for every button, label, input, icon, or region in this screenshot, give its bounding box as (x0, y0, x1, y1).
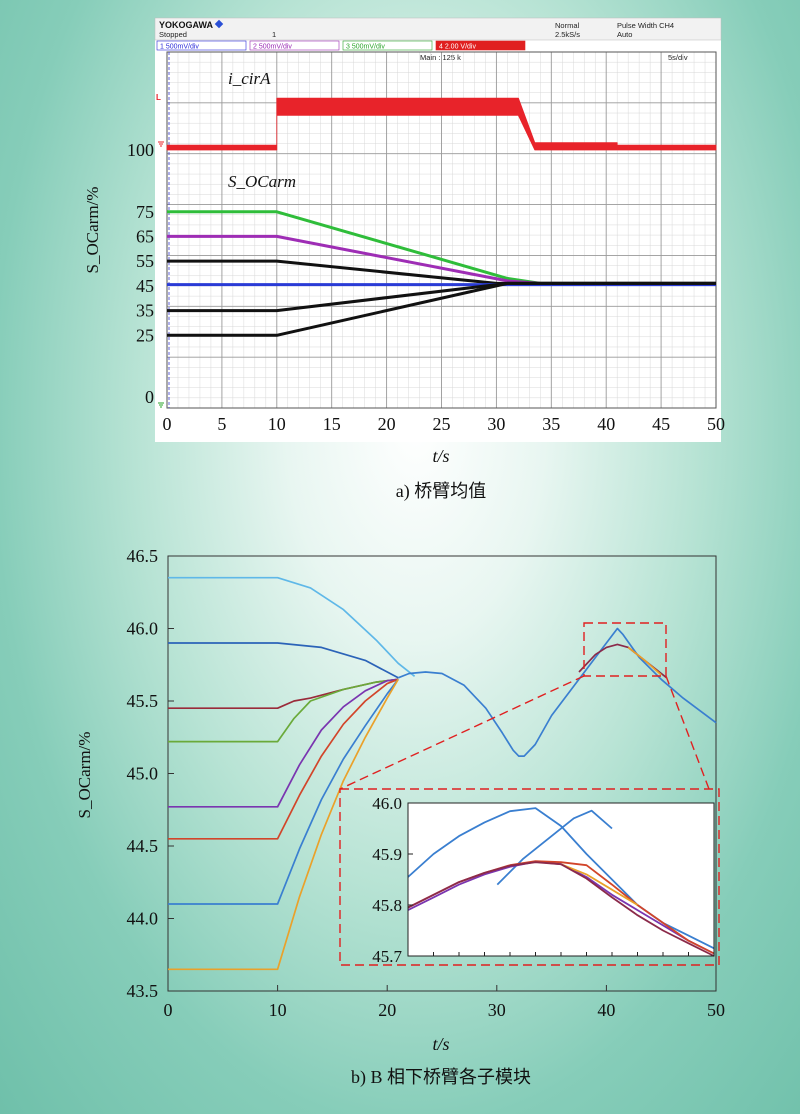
inset-series (407, 807, 715, 957)
panel-a: YOKOGAWA Stopped 1 Normal 2.5kS/s Pulse … (83, 17, 726, 502)
plot-b-series-line-4 (168, 678, 399, 808)
plot-a-xtick-35: 35 (542, 414, 560, 434)
plot-b-series (168, 576, 717, 971)
inset-ytick-1: 45.8 (372, 896, 402, 915)
plot-b-xtick-30: 30 (488, 1000, 506, 1020)
plot-b-ytick-4: 45.5 (127, 691, 159, 711)
plot-b-ytick-3: 45.0 (127, 764, 159, 784)
plot-b-ylabel: S_OCarm/% (75, 732, 94, 819)
plot-a-border (166, 51, 717, 409)
scope-rate: 2.5kS/s (555, 30, 580, 39)
scope-trigger: Pulse Width CH4 (617, 21, 674, 30)
plot-a-ytick-45: 45 (136, 276, 154, 296)
zoom-connector-right (665, 675, 710, 790)
scope-header-bar (154, 17, 722, 41)
caption-a: a) 桥臂均值 (396, 481, 486, 502)
plot-a-x-ticks: 0 5 10 15 20 25 30 35 40 45 50 (163, 414, 726, 434)
plot-b-ytick-6: 46.5 (127, 546, 159, 566)
plot-a-ytick-55: 55 (136, 251, 154, 271)
plot-a-xtick-0: 0 (163, 414, 172, 434)
plot-b-y-ticks: 43.5 44.0 44.5 45.0 45.5 46.0 46.5 (127, 546, 174, 1001)
scope-channel-row: 1 500mV/div 2 500mV/div 3 500mV/div 4 2.00 … (156, 40, 526, 51)
annotation-icira: i_cirA (228, 69, 271, 88)
inset-series-line-5 (407, 861, 715, 957)
scope-mode: Normal (555, 21, 580, 30)
plot-a-xtick-20: 20 (378, 414, 396, 434)
scope-main-info: Main : 125 k (420, 53, 461, 62)
scope-ground-marker-icon (158, 141, 164, 147)
scope-time-div: 5s/div (668, 53, 688, 62)
plot-a-ytick-25: 25 (136, 325, 154, 345)
plot-a-xtick-50: 50 (707, 414, 725, 434)
zoom-connectors (339, 675, 710, 790)
scope-channel-box-2 (249, 40, 340, 51)
plot-a-xlabel: t/s (432, 446, 449, 466)
plot-b-xlabel: t/s (432, 1034, 449, 1054)
plot-a-xtick-25: 25 (433, 414, 451, 434)
plot-a-ytick-0: 0 (145, 387, 154, 407)
plot-b-xtick-20: 20 (378, 1000, 396, 1020)
scope-channel-box-3 (342, 40, 433, 51)
inset-ticks: 45.7 45.8 45.9 46.0 (372, 794, 715, 966)
plot-b-series-line-7 (168, 678, 399, 971)
inset-ytick-0: 45.7 (372, 947, 402, 966)
plot-a-series-line-5 (167, 281, 716, 337)
plot-a-current-trace (166, 97, 717, 151)
plot-b-xtick-10: 10 (269, 1000, 287, 1020)
scope-ground-marker-2-icon (158, 402, 164, 408)
plot-a-ylabel: S_OCarm/% (83, 187, 102, 274)
plot-b-series-line-0 (168, 576, 416, 677)
plot-a-ytick-100: 100 (127, 140, 154, 160)
scope-trigger-mode: Auto (617, 30, 632, 39)
zoom-region-box (583, 622, 667, 677)
plot-a-xtick-10: 10 (268, 414, 286, 434)
scope-channel-label-4: 4 2.00 V/div (439, 44, 476, 51)
plot-a-xtick-30: 30 (487, 414, 505, 434)
scope-status-num: 1 (272, 30, 276, 39)
plot-b-xtick-0: 0 (164, 1000, 173, 1020)
plot-b-series-line-6 (168, 678, 399, 905)
plot-a-ytick-75: 75 (136, 202, 154, 222)
plot-b-series-line-3 (168, 678, 399, 743)
plot-a-xtick-5: 5 (217, 414, 226, 434)
plot-a-xtick-40: 40 (597, 414, 615, 434)
zoom-connector-left (339, 675, 585, 790)
plot-a-xtick-15: 15 (323, 414, 341, 434)
plot-b-xtick-50: 50 (707, 1000, 725, 1020)
scope-channel-label-2: 2 500mV/div (253, 44, 292, 51)
plot-a-ytick-65: 65 (136, 226, 154, 246)
panel-b: 0 10 20 30 40 50 43.5 44.0 44.5 45.0 45.5 46.0 46.5… (75, 546, 725, 1088)
scope-channel-label-1: 1 500mV/div (160, 44, 199, 51)
plot-b-ytick-2: 44.5 (127, 836, 159, 856)
plot-a-ytick-35: 35 (136, 301, 154, 321)
plot-b-ytick-0: 43.5 (127, 981, 159, 1001)
scope-brand: YOKOGAWA (159, 20, 214, 30)
plot-a-xtick-45: 45 (652, 414, 670, 434)
plot-b-x-ticks: 0 10 20 30 40 50 (164, 985, 725, 1020)
caption-b: b) B 相下桥臂各子模块 (351, 1067, 531, 1088)
plot-a-y-ticks: 0 25 35 45 55 65 75 100 (127, 140, 154, 407)
plot-b-xtick-40: 40 (597, 1000, 615, 1020)
scope-frame (155, 18, 721, 442)
scope-channel-box-4 (435, 40, 526, 51)
annotation-socarm: S_OCarm (228, 172, 296, 191)
plot-b-series-line-5 (168, 678, 399, 840)
inset-series-line-4 (560, 863, 638, 906)
plot-a-series (167, 210, 716, 337)
current-trace-band (166, 97, 717, 151)
plot-b-series-line-10 (627, 646, 662, 676)
scope-channel-box-1 (156, 40, 247, 51)
scope-status: Stopped (159, 30, 187, 39)
plot-b-series-line-1 (168, 642, 399, 679)
inset-ytick-3: 46.0 (372, 794, 402, 813)
inset-ytick-2: 45.9 (372, 845, 402, 864)
scope-marker-l: L (156, 93, 161, 102)
inset-dashed-border (339, 788, 720, 966)
scope-channel-label-3: 3 500mV/div (346, 44, 385, 51)
plot-b-series-line-8 (397, 627, 717, 757)
plot-b-ytick-5: 46.0 (127, 619, 159, 639)
plot-b-ytick-1: 44.0 (127, 909, 159, 929)
